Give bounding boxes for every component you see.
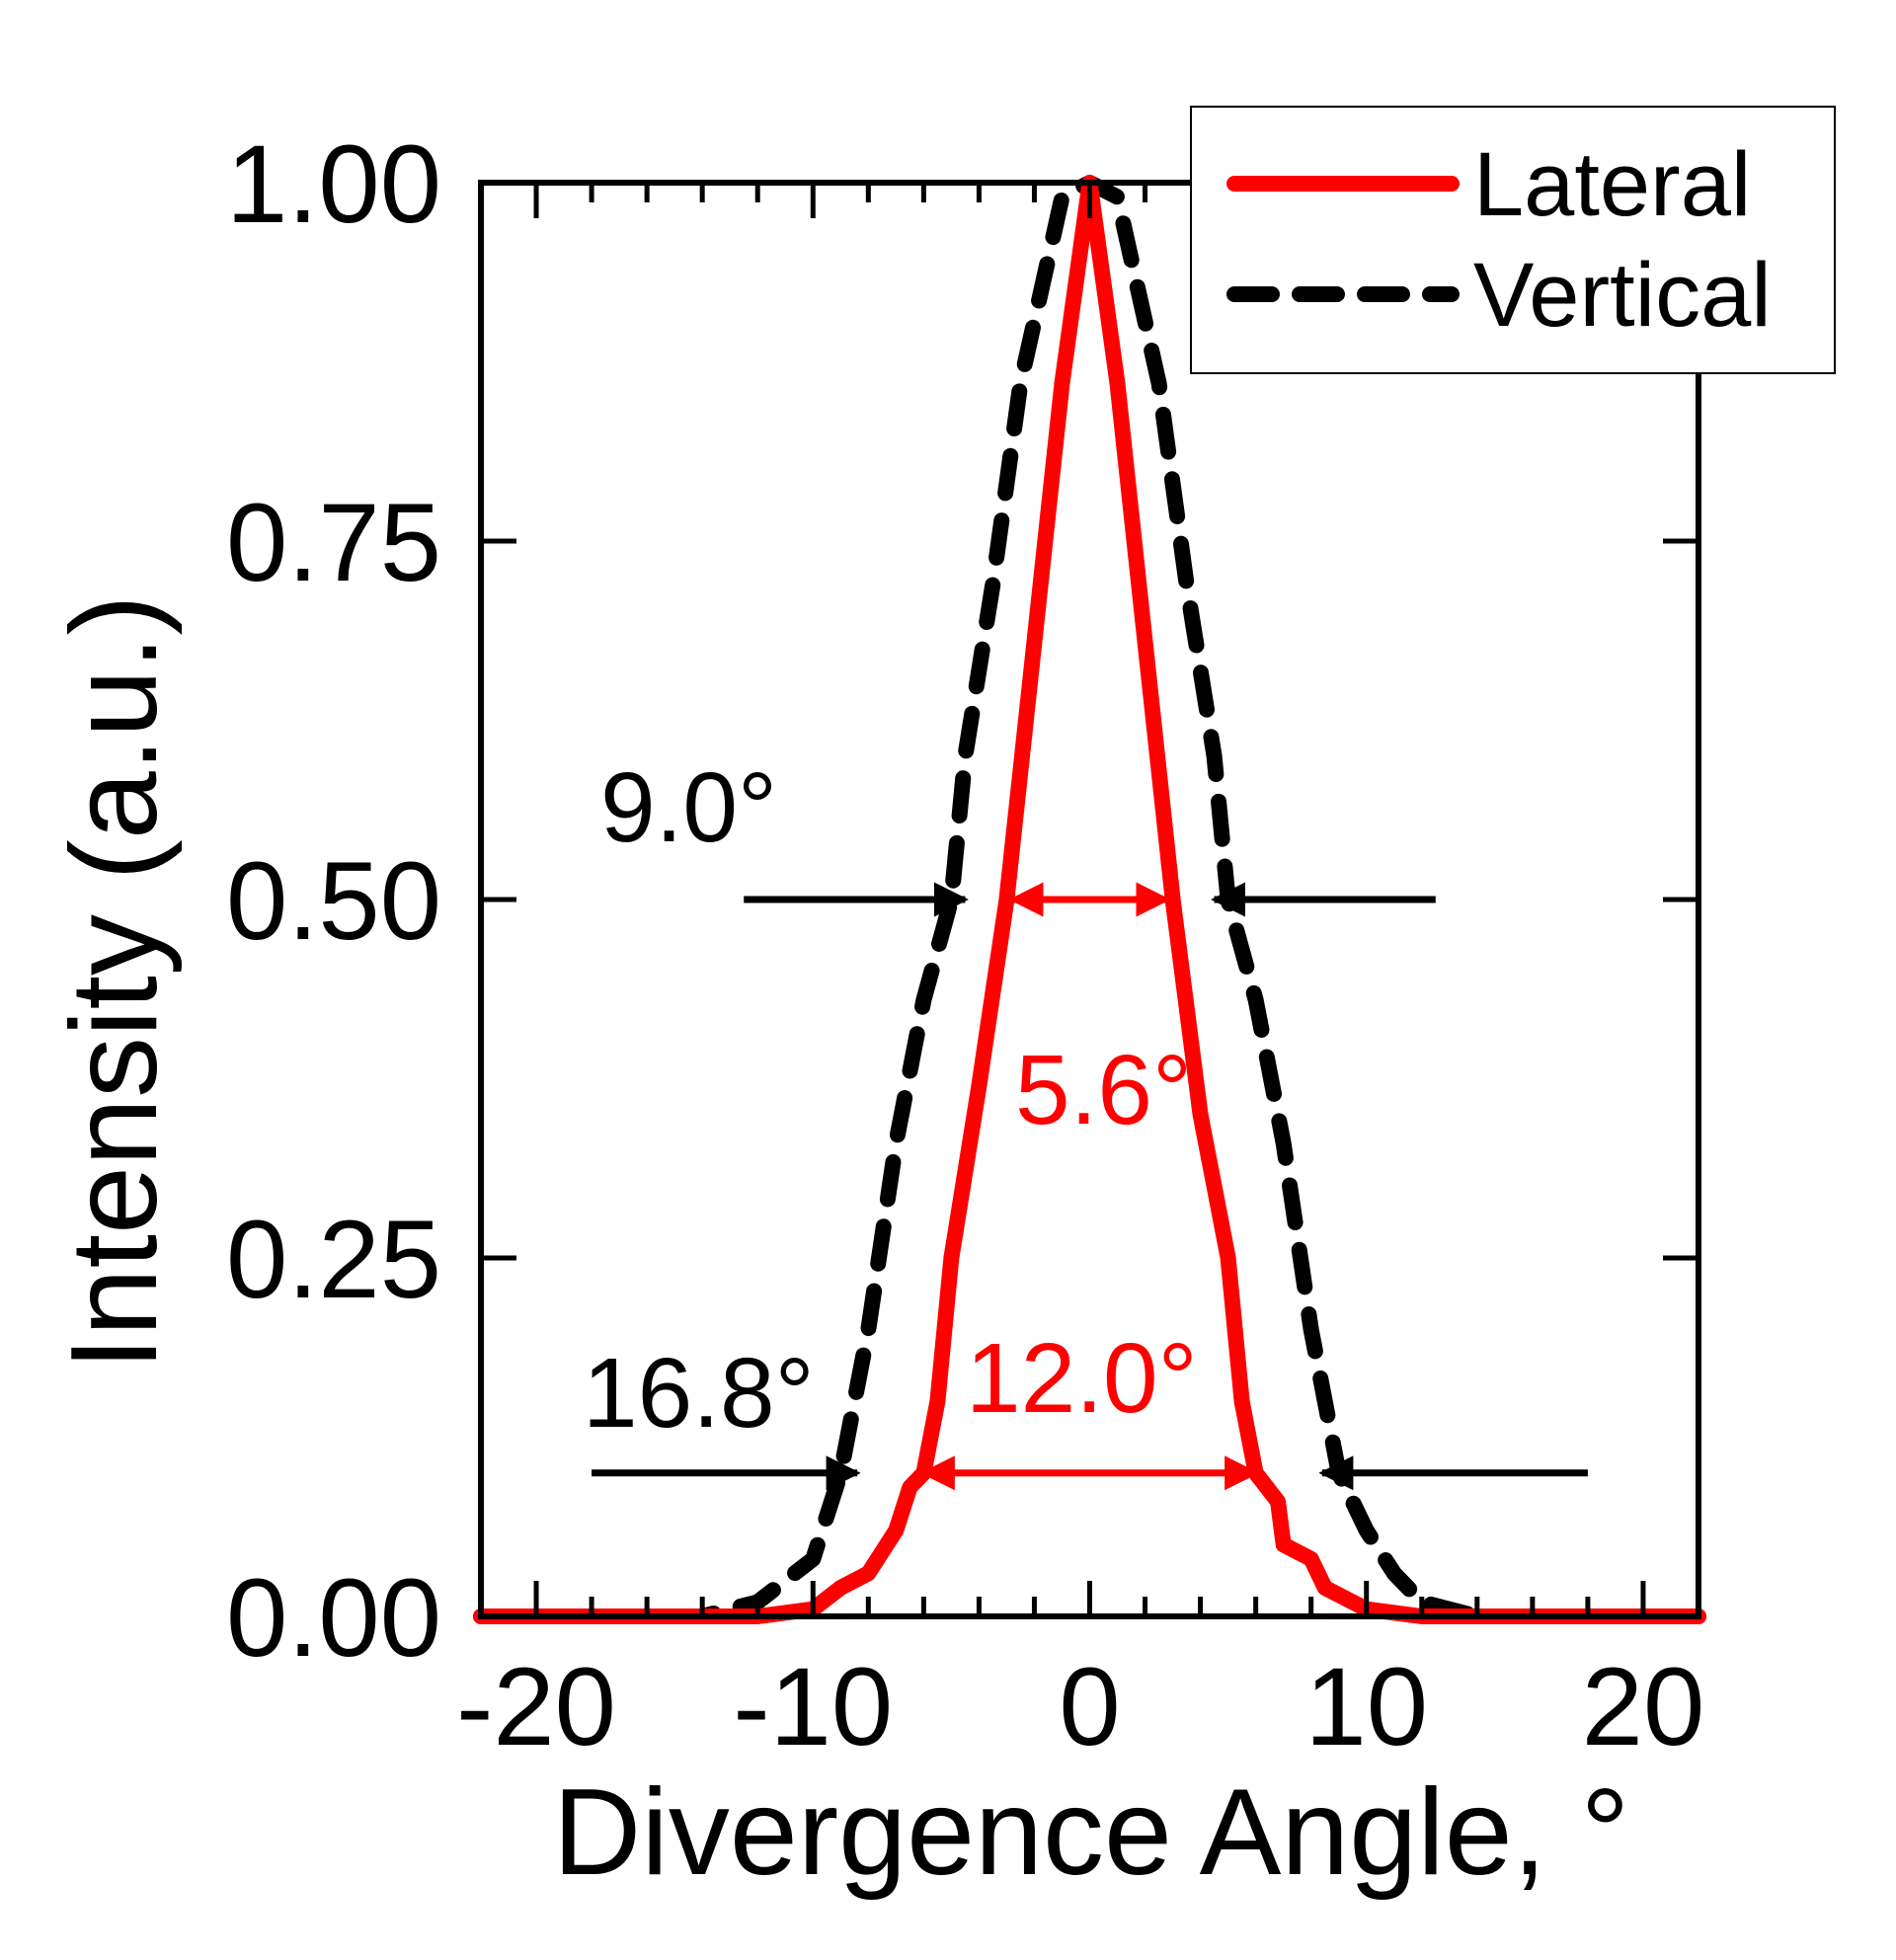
legend-box (1190, 106, 1836, 374)
y-tick-label: 0.25 (226, 1198, 441, 1321)
legend: Lateral Vertical (1190, 106, 1836, 374)
annotation-9-0: 9.0° (600, 752, 777, 863)
tick-labels: -20 -10 0 10 20 0.00 0.25 0.50 0.75 1.00 (226, 122, 1704, 1768)
annotation-5-6: 5.6° (1015, 1035, 1192, 1145)
y-axis-title: Intensity (a.u.) (46, 594, 183, 1371)
x-tick-label: -10 (733, 1645, 893, 1768)
annotation-arrows (592, 882, 1588, 1491)
legend-label-lateral: Lateral (1473, 134, 1751, 235)
x-tick-label: 0 (1059, 1645, 1120, 1768)
annotation-12-0: 12.0° (966, 1323, 1198, 1434)
y-tick-label: 0.00 (226, 1556, 441, 1680)
y-tick-label: 1.00 (226, 122, 441, 246)
annotation-16-8: 16.8° (583, 1338, 815, 1449)
x-tick-label: -20 (456, 1645, 616, 1768)
legend-label-vertical: Vertical (1473, 245, 1772, 346)
y-tick-label: 0.50 (226, 839, 441, 963)
x-tick-label: 20 (1582, 1645, 1705, 1768)
series-line-vertical (473, 175, 1706, 1624)
x-tick-label: 10 (1304, 1645, 1428, 1768)
x-axis-title: Divergence Angle, ° (553, 1764, 1629, 1901)
y-tick-label: 0.75 (226, 481, 441, 604)
